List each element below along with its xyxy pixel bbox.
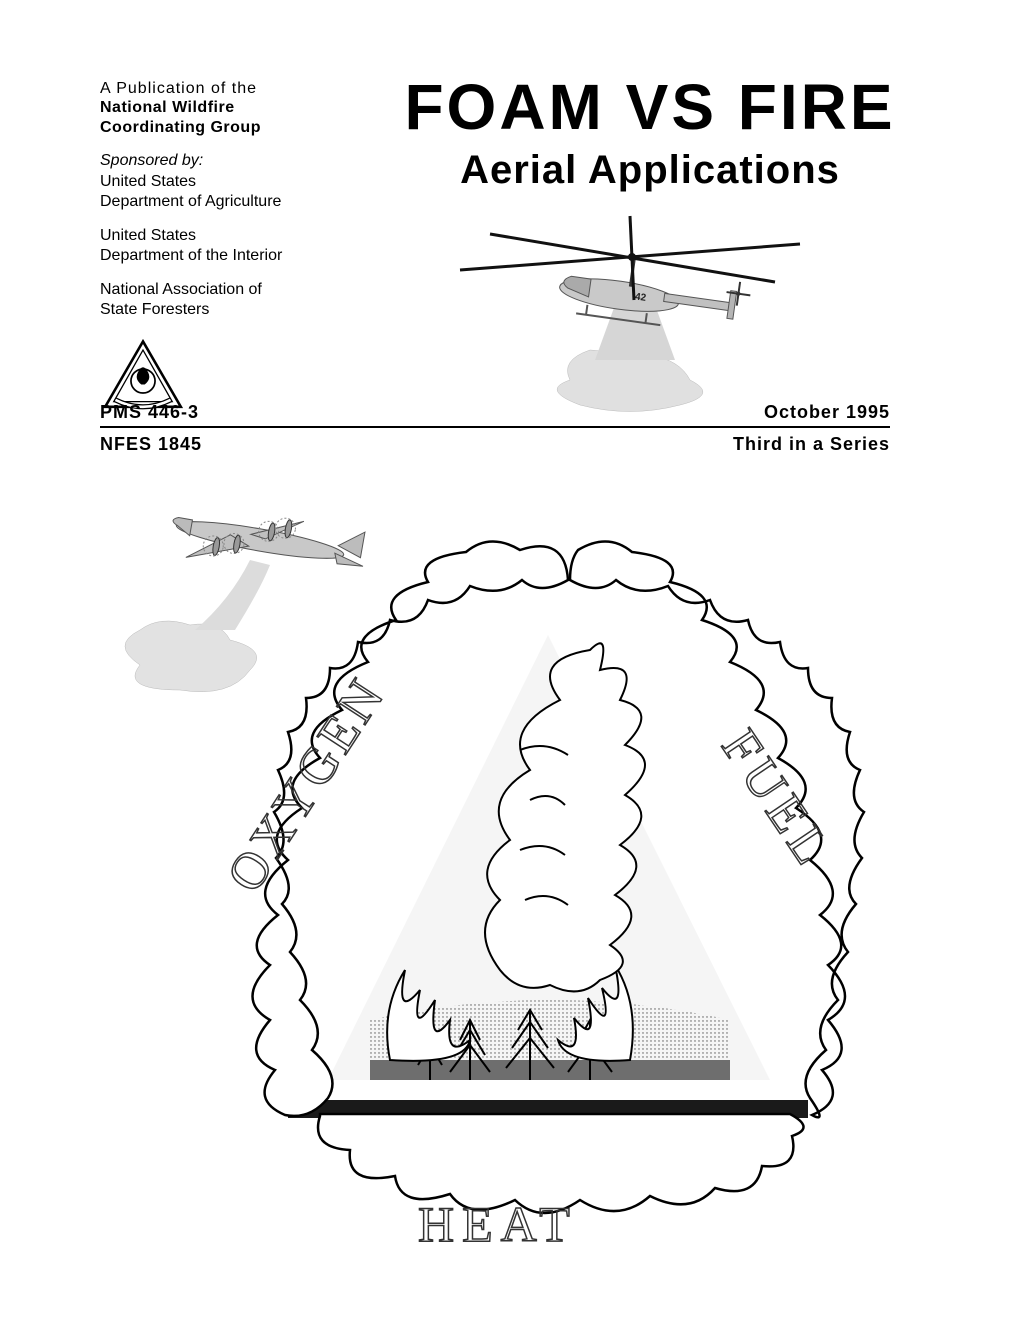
publication-line: A Publication of the xyxy=(100,80,340,98)
publication-group: Coordinating Group xyxy=(100,118,340,138)
publication-info: A Publication of the National Wildfire C… xyxy=(100,80,340,429)
sponsor-line: Department of the Interior xyxy=(100,246,340,266)
sponsor-item: United States Department of Agriculture xyxy=(100,172,340,212)
pms-code: PMS 446-3 xyxy=(100,402,199,423)
title-block: FOAM VS FIRE Aerial Applications xyxy=(370,70,930,193)
publication-group: National Wildfire xyxy=(100,98,340,118)
sponsor-line: National Association of xyxy=(100,280,340,300)
sponsor-line: United States xyxy=(100,172,340,192)
nfes-code: NFES 1845 xyxy=(100,434,202,455)
sponsor-item: National Association of State Foresters xyxy=(100,280,340,320)
series-label: Third in a Series xyxy=(733,434,890,455)
fire-triangle-illustration xyxy=(170,500,930,1270)
publication-date: October 1995 xyxy=(764,402,890,423)
sponsored-by-label: Sponsored by: xyxy=(100,152,340,170)
document-title: FOAM VS FIRE xyxy=(370,70,930,144)
helicopter-illustration: 42 xyxy=(420,210,900,420)
sponsor-item: United States Department of the Interior xyxy=(100,226,340,266)
meta-row-top: PMS 446-3 October 1995 xyxy=(100,402,890,423)
helicopter-number: 42 xyxy=(634,291,647,304)
divider xyxy=(100,426,890,428)
sponsor-line: State Foresters xyxy=(100,300,340,320)
meta-row-bottom: NFES 1845 Third in a Series xyxy=(100,434,890,455)
sponsor-line: United States xyxy=(100,226,340,246)
document-subtitle: Aerial Applications xyxy=(370,148,930,193)
sponsor-line: Department of Agriculture xyxy=(100,192,340,212)
triangle-label-heat: HEAT xyxy=(418,1195,578,1253)
